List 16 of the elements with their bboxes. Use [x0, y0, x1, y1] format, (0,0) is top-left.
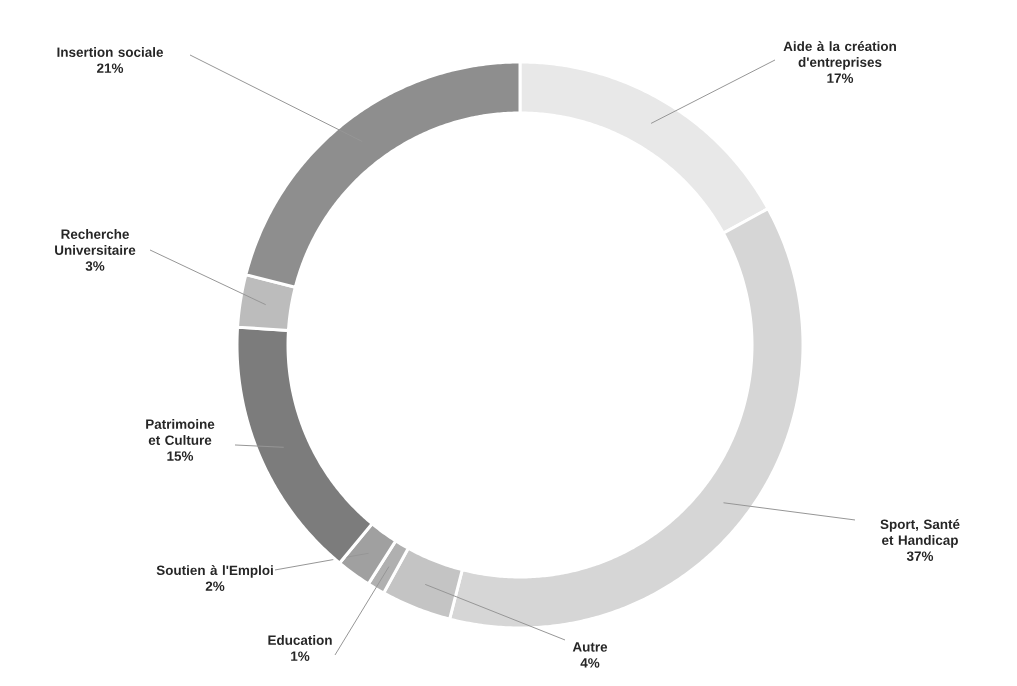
slice-label: Aide à la création d'entreprises	[783, 41, 896, 70]
data-label: 15%	[167, 451, 194, 461]
slice-label: Autre	[572, 642, 608, 652]
data-label: 37%	[906, 551, 934, 561]
slice-label: Sport, Santé et Handicap	[880, 519, 960, 548]
data-label: 2%	[205, 581, 225, 591]
slice-label: Soutien à l'Emploi	[156, 565, 273, 578]
data-label: 17%	[827, 73, 854, 83]
slice-label: Insertion sociale	[57, 47, 163, 57]
data-label: 1%	[291, 651, 310, 661]
slice-label: Recherche Universitaire	[55, 229, 136, 255]
data-label: 4%	[580, 658, 600, 668]
slice-label: Patrimoine et Culture	[146, 419, 215, 445]
data-label: 21%	[97, 63, 124, 73]
data-label: 3%	[85, 261, 105, 271]
slice-label: Education	[268, 635, 332, 645]
